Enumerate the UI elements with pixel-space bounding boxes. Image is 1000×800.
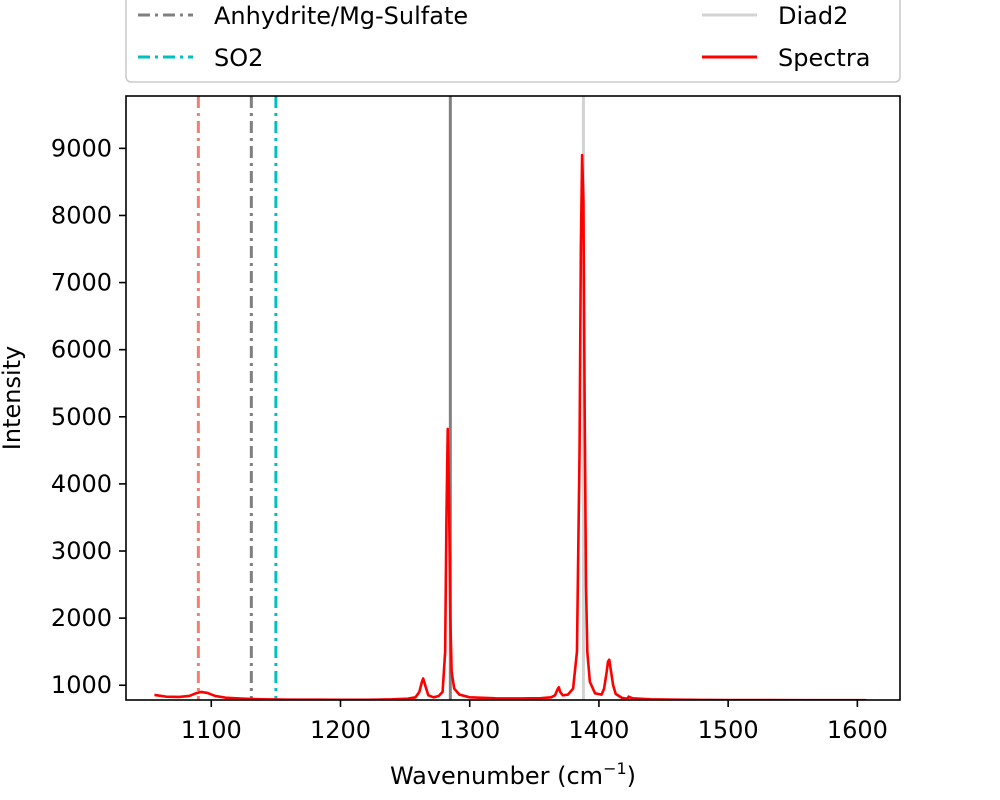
plot-frame xyxy=(125,95,901,701)
x-axis-label: Wavenumber (cm−1) xyxy=(390,759,636,790)
x-axis-label-close: ) xyxy=(627,762,636,790)
legend-label: Anhydrite/Mg-Sulfate xyxy=(214,2,468,30)
legend-label: Spectra xyxy=(778,44,870,72)
x-tick-label: 1300 xyxy=(439,716,500,744)
y-tick-label: 9000 xyxy=(51,134,112,162)
y-tick-label: 8000 xyxy=(51,201,112,229)
y-tick-label: 1000 xyxy=(51,671,112,699)
x-tick-label: 1100 xyxy=(181,716,242,744)
series-line-spectra xyxy=(154,153,867,700)
y-tick-label: 2000 xyxy=(51,604,112,632)
y-axis-ticks: 1000 2000 3000 4000 5000 6000 7000 8000 9000 xyxy=(51,134,126,699)
x-axis-ticks: 1100 1200 1300 1400 1500 1600 xyxy=(181,700,888,744)
legend-label: Diad2 xyxy=(778,2,848,30)
legend: Anhydrite/Mg-Sulfate Diad2 SO2 Spectra xyxy=(125,0,901,83)
plot-area: 1100 1200 1300 1400 1500 1600 1000 2000 3000 400… xyxy=(51,95,901,744)
y-axis-label: Intensity xyxy=(0,346,26,450)
x-axis-label-text: Wavenumber (cm xyxy=(390,762,603,790)
y-tick-label: 3000 xyxy=(51,537,112,565)
x-tick-label: 1500 xyxy=(698,716,759,744)
series-group xyxy=(154,153,867,700)
x-tick-label: 1400 xyxy=(568,716,629,744)
x-axis-label-superscript: −1 xyxy=(603,759,627,778)
x-tick-label: 1200 xyxy=(310,716,371,744)
y-tick-label: 4000 xyxy=(51,470,112,498)
legend-box xyxy=(125,0,901,83)
y-tick-label: 7000 xyxy=(51,269,112,297)
y-tick-label: 5000 xyxy=(51,403,112,431)
reference-lines xyxy=(196,96,585,700)
legend-label: SO2 xyxy=(214,44,263,72)
x-tick-label: 1600 xyxy=(827,716,888,744)
y-tick-label: 6000 xyxy=(51,336,112,364)
